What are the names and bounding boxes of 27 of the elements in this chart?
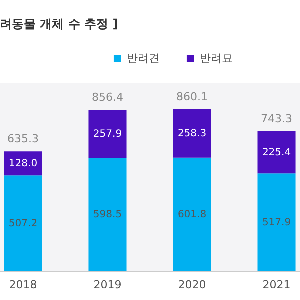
x-tick-label: 2021 [262,278,291,292]
data-label: 601.8 [178,209,207,220]
data-label: 598.5 [93,210,122,221]
total-label: 635.3 [7,132,39,146]
bar [258,131,296,174]
data-label: 517.9 [262,217,292,228]
x-tick-label: 2020 [178,278,206,292]
chart-title: 려동물 개체 수 추정 ] [0,17,118,31]
legend-label: 반려묘 [200,52,233,65]
total-label: 860.1 [176,90,208,104]
total-label: 743.3 [261,112,293,126]
data-label: 257.9 [93,129,122,140]
bar [4,152,42,176]
legend-label: 반려견 [127,52,160,65]
x-tick-label: 2018 [9,278,38,292]
bar [88,158,127,271]
bar [173,158,212,271]
data-label: 258.3 [178,128,207,140]
x-tick-label: 2019 [94,278,122,292]
total-label: 856.4 [92,90,124,104]
bar [173,109,212,158]
data-label: 225.4 [262,147,292,158]
bar [88,110,127,158]
data-label: 507.2 [8,218,38,230]
bar [4,176,42,271]
data-label: 128.0 [8,158,38,170]
bar [258,174,296,271]
